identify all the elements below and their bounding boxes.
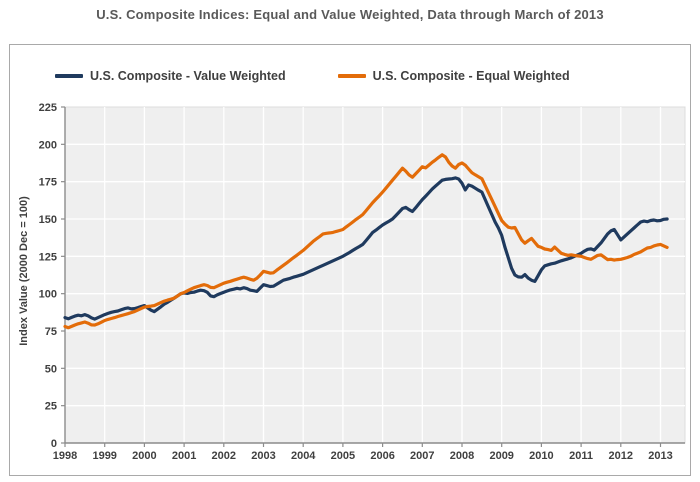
svg-text:2009: 2009 <box>489 450 513 462</box>
svg-text:2006: 2006 <box>370 450 394 462</box>
legend: U.S. Composite - Value Weighted U.S. Com… <box>55 69 570 83</box>
legend-swatch-value-weighted-icon <box>55 74 83 78</box>
svg-text:2002: 2002 <box>212 450 236 462</box>
svg-text:125: 125 <box>39 251 57 263</box>
svg-text:75: 75 <box>45 326 57 338</box>
svg-text:2004: 2004 <box>291 450 316 462</box>
chart-container: U.S. Composite - Value Weighted U.S. Com… <box>9 44 691 476</box>
chart-title: U.S. Composite Indices: Equal and Value … <box>96 7 604 22</box>
svg-text:2008: 2008 <box>450 450 474 462</box>
svg-text:2000: 2000 <box>132 450 156 462</box>
legend-label-value-weighted: U.S. Composite - Value Weighted <box>90 69 286 83</box>
svg-text:175: 175 <box>39 177 57 189</box>
svg-text:2010: 2010 <box>529 450 553 462</box>
chart-plot-area: 1998 1999 2000 2001 2002 2003 2004 2005 2006 2007… <box>39 102 686 462</box>
svg-text:1999: 1999 <box>92 450 116 462</box>
svg-text:200: 200 <box>39 139 57 151</box>
legend-label-equal-weighted: U.S. Composite - Equal Weighted <box>372 69 570 83</box>
svg-text:225: 225 <box>39 102 57 114</box>
svg-text:2007: 2007 <box>410 450 434 462</box>
svg-text:2011: 2011 <box>569 450 593 462</box>
svg-text:2001: 2001 <box>172 450 196 462</box>
svg-text:150: 150 <box>39 214 57 226</box>
svg-text:0: 0 <box>51 438 57 450</box>
legend-item-equal-weighted: U.S. Composite - Equal Weighted <box>337 69 570 83</box>
svg-text:2003: 2003 <box>251 450 275 462</box>
svg-text:2005: 2005 <box>331 450 355 462</box>
svg-text:2012: 2012 <box>609 450 633 462</box>
svg-text:25: 25 <box>45 401 57 413</box>
svg-text:1998: 1998 <box>53 450 77 462</box>
svg-text:2013: 2013 <box>648 450 672 462</box>
legend-swatch-equal-weighted-icon <box>337 74 366 78</box>
svg-text:50: 50 <box>45 363 57 375</box>
svg-text:100: 100 <box>39 289 57 301</box>
legend-item-value-weighted: U.S. Composite - Value Weighted <box>55 69 286 83</box>
